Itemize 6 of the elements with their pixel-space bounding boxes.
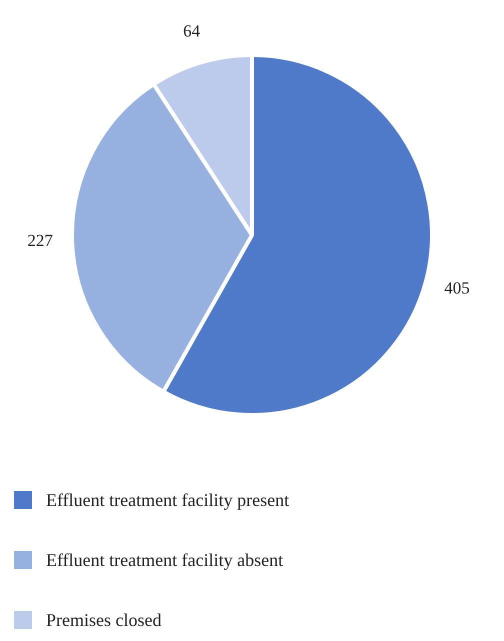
data-label: 64 [183, 21, 201, 40]
legend-label: Effluent treatment facility present [46, 490, 290, 510]
legend-label: Premises closed [46, 610, 162, 630]
data-label: 227 [27, 231, 54, 250]
legend-label: Effluent treatment facility absent [46, 550, 284, 570]
data-label: 405 [444, 278, 470, 298]
